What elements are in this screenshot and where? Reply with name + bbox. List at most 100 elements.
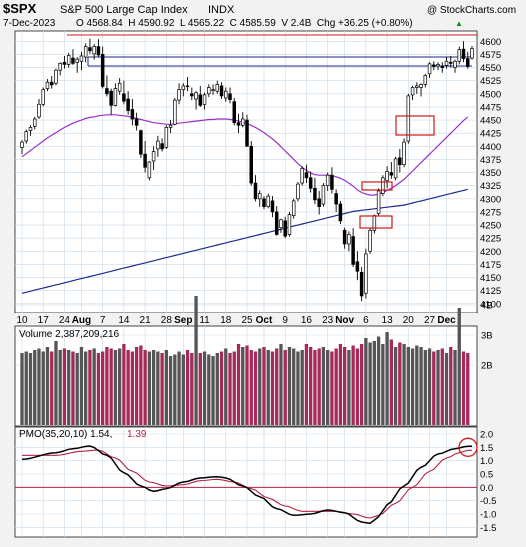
volume-bar xyxy=(241,347,245,425)
volume-bar xyxy=(453,350,457,425)
pmo-tick-label: 0.0 xyxy=(480,483,493,494)
candle-body xyxy=(241,118,245,126)
volume-bar xyxy=(151,350,156,425)
candle-body xyxy=(334,193,338,205)
volume-bar xyxy=(79,347,84,425)
candle-body xyxy=(330,174,334,190)
candle-body xyxy=(461,48,466,59)
volume-bar xyxy=(415,345,419,425)
candle-body xyxy=(105,88,109,95)
volume-bars xyxy=(20,296,470,425)
candle-body xyxy=(423,75,428,85)
volume-bar xyxy=(330,351,334,425)
volume-bar xyxy=(351,345,355,425)
volume-bar xyxy=(342,347,347,425)
candle-body xyxy=(317,198,321,208)
candle-body xyxy=(376,190,381,214)
volume-bar xyxy=(275,348,279,425)
candle-body xyxy=(440,66,445,68)
volume-bar xyxy=(126,350,130,425)
volume-bar xyxy=(62,348,67,425)
volume-bar xyxy=(37,348,41,425)
candle-body xyxy=(253,182,258,200)
volume-bar xyxy=(54,341,58,425)
candle-body xyxy=(283,220,287,237)
candle-body xyxy=(351,236,355,265)
candle-body xyxy=(427,63,432,75)
candle-body xyxy=(308,177,313,189)
volume-bar xyxy=(296,351,300,425)
annotations xyxy=(67,34,477,67)
volume-bar xyxy=(41,351,45,425)
x-tick-label: 7 xyxy=(100,315,106,326)
volume-bar xyxy=(190,353,194,425)
x-tick-label: 21 xyxy=(140,315,152,326)
price-tick-label: 4150 xyxy=(480,273,501,284)
pmo-highlight-circle xyxy=(458,437,478,457)
candle-body xyxy=(444,60,449,66)
symbol-label: $SPX xyxy=(3,1,37,16)
candle-body xyxy=(211,89,215,91)
candle-body xyxy=(325,174,330,187)
volume-bar xyxy=(436,350,440,425)
volume-bar xyxy=(177,351,181,425)
volume-bar xyxy=(410,348,415,425)
price-tick-label: 4525 xyxy=(480,76,501,87)
price-tick-label: 4425 xyxy=(480,129,501,140)
x-tick-label: 13 xyxy=(382,315,394,326)
candle-body xyxy=(313,187,317,201)
candle-body xyxy=(410,87,415,96)
x-tick-label: 28 xyxy=(161,315,173,326)
candle-body xyxy=(219,85,224,97)
volume-bar xyxy=(292,348,296,425)
candle-body xyxy=(177,89,181,101)
x-tick-label: 14 xyxy=(118,315,130,326)
volume-bar xyxy=(423,350,427,425)
volume-bar xyxy=(160,353,164,425)
volume-bar xyxy=(359,344,364,425)
price-tick-label: 4475 xyxy=(480,102,501,113)
candle-body xyxy=(190,93,194,97)
candle-body xyxy=(92,46,96,55)
candle-body xyxy=(113,88,118,106)
candle-body xyxy=(457,49,462,62)
volume-bar xyxy=(427,348,432,425)
gap-box xyxy=(361,181,393,191)
x-tick-label: 9 xyxy=(282,315,288,326)
volume-bar xyxy=(326,350,330,425)
pmo-line xyxy=(21,445,472,525)
volume-bar xyxy=(258,348,262,425)
candle-body xyxy=(122,93,126,102)
price-panel xyxy=(14,30,478,314)
candle-body xyxy=(453,60,457,68)
price-tick-label: 4300 xyxy=(480,194,501,205)
volume-bar xyxy=(96,353,101,425)
candle-body xyxy=(466,58,470,67)
volume-bar xyxy=(457,308,461,425)
volume-bar xyxy=(253,351,258,425)
volume-bar xyxy=(300,350,304,425)
ohlc-label: O 4568.84 H 4590.92 L 4565.22 C 4585.59 … xyxy=(76,18,413,29)
volume-bar xyxy=(67,350,71,425)
volume-bar xyxy=(117,348,122,425)
volume-bar xyxy=(368,342,372,425)
candle-body xyxy=(100,54,105,87)
volume-bar xyxy=(398,342,402,425)
pmo-tick-label: 0.5 xyxy=(480,470,493,481)
volume-bar xyxy=(402,344,406,425)
candle-body xyxy=(41,89,45,105)
date-label: 7-Dec-2023 xyxy=(3,18,56,29)
price-tick-label: 4375 xyxy=(480,155,501,166)
x-axis-band xyxy=(15,313,477,325)
gap-box xyxy=(395,115,435,136)
candle-body xyxy=(194,92,198,100)
volume-bar xyxy=(194,296,198,425)
volume-bar xyxy=(355,348,360,425)
candle-body xyxy=(58,62,62,71)
candle-body xyxy=(432,64,436,67)
pmo-tick-label: -1.5 xyxy=(480,523,496,534)
candle-body xyxy=(406,95,411,142)
candle-body xyxy=(28,127,33,131)
gap-box xyxy=(359,215,393,229)
candle-body xyxy=(402,141,406,166)
